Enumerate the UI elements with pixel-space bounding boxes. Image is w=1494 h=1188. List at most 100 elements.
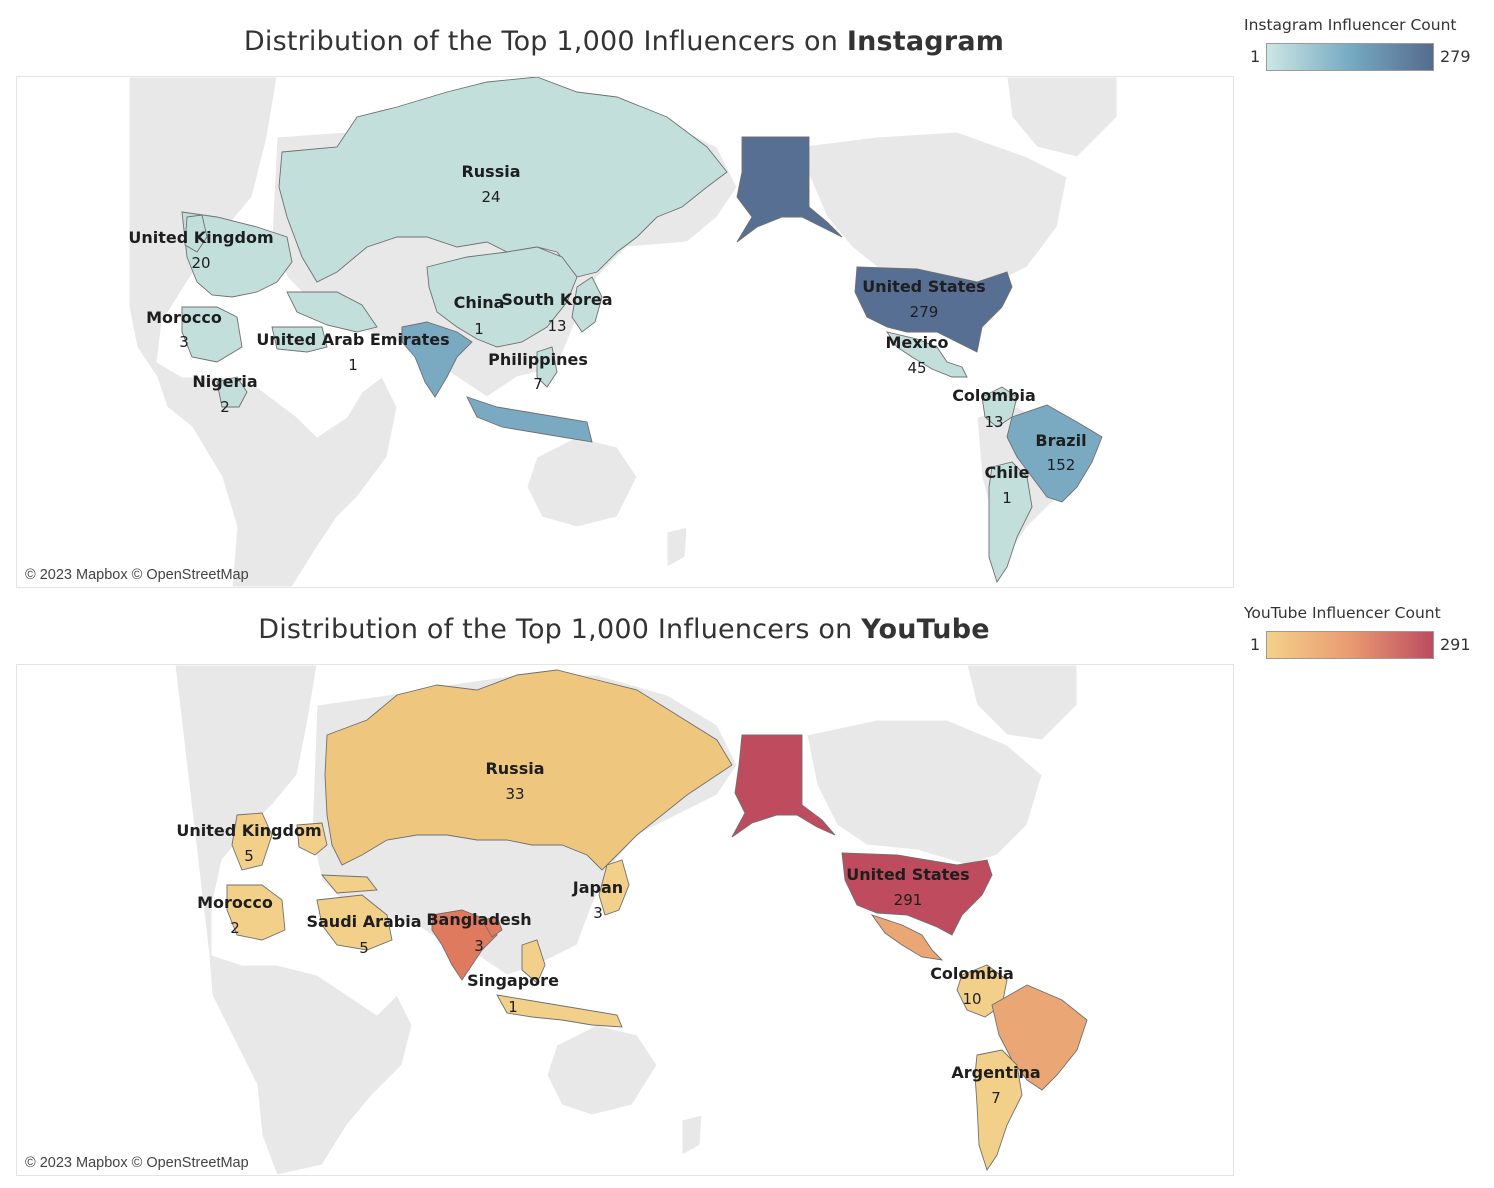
ig-land-nz: [666, 526, 688, 568]
ig-country-india: [401, 321, 473, 398]
youtube-legend-min: 1: [1250, 635, 1261, 654]
ig-label-morocco-value: 3: [179, 333, 189, 351]
yt-country-uk-spain: [231, 812, 273, 871]
ig-country-uae: [271, 326, 328, 353]
yt-country-saudi: [316, 894, 393, 951]
yt-land-australia: [546, 1024, 658, 1116]
youtube-labels: Russia 33 United Kingdom 5 Morocco 2 Sau…: [176, 759, 1040, 1107]
instagram-title-platform: Instagram: [846, 26, 1005, 57]
ig-land-australia: [526, 436, 638, 528]
youtube-title-prefix: Distribution of the Top 1,000 Influencer…: [258, 614, 862, 645]
ig-label-chile-value: 1: [1002, 489, 1012, 507]
ig-country-usa: [854, 266, 1013, 353]
youtube-map-title: Distribution of the Top 1,000 Influencer…: [16, 614, 1232, 645]
ig-country-uk: [184, 214, 208, 253]
instagram-legend-gradient: [1266, 43, 1434, 71]
ig-label-brazil-name: Brazil: [1035, 431, 1086, 450]
ig-label-chile-name: Chile: [985, 463, 1030, 482]
yt-label-singapore-name: Singapore: [467, 971, 559, 990]
yt-label-singapore-value: 1: [508, 998, 518, 1016]
ig-label-uae-value: 1: [348, 356, 358, 374]
ig-label-colombia-name: Colombia: [952, 386, 1036, 405]
ig-country-mexico: [885, 331, 968, 378]
ig-label-mexico-value: 45: [907, 359, 926, 377]
ig-label-uk-name: United Kingdom: [128, 228, 273, 247]
instagram-map-svg: Russia 24 United Kingdom 20 Morocco 3 Un…: [128, 77, 1118, 587]
yt-country-japan: [598, 859, 630, 916]
yt-label-japan-value: 3: [593, 904, 603, 922]
instagram-map[interactable]: Russia 24 United Kingdom 20 Morocco 3 Un…: [16, 76, 1234, 588]
yt-land-europe-africa: [174, 665, 413, 1175]
ig-country-philippines: [536, 346, 558, 388]
yt-country-argentina: [974, 1049, 1023, 1172]
yt-country-morocco-nafrica: [226, 884, 286, 941]
ig-country-brazil: [1006, 404, 1103, 503]
youtube-map-attribution[interactable]: © 2023 Mapbox © OpenStreetMap: [25, 1155, 249, 1171]
ig-label-philippines-value: 7: [533, 375, 543, 393]
ig-country-se-asia: [466, 396, 593, 443]
yt-country-usa: [841, 852, 993, 936]
yt-label-colombia-name: Colombia: [930, 964, 1014, 983]
instagram-map-title: Distribution of the Top 1,000 Influencer…: [16, 26, 1232, 57]
yt-land-nz: [681, 1114, 703, 1156]
ig-label-china-name: China: [454, 293, 505, 312]
ig-label-morocco-name: Morocco: [146, 308, 222, 327]
yt-label-japan-name: Japan: [572, 878, 623, 897]
youtube-legend: YouTube Influencer Count 1 291: [1244, 604, 1484, 660]
instagram-title-prefix: Distribution of the Top 1,000 Influencer…: [243, 26, 847, 57]
ig-country-middle-east: [286, 291, 378, 333]
yt-label-saudi-value: 5: [359, 939, 369, 957]
yt-country-singapore-region: [521, 939, 546, 984]
instagram-map-attribution[interactable]: © 2023 Mapbox © OpenStreetMap: [25, 567, 249, 583]
ig-label-usa-name: United States: [862, 277, 985, 296]
yt-label-morocco-name: Morocco: [197, 893, 273, 912]
yt-label-uk-name: United Kingdom: [176, 821, 321, 840]
yt-country-bangladesh: [481, 916, 503, 938]
ig-land-north-america: [796, 131, 1068, 293]
ig-country-europe: [181, 211, 293, 298]
yt-label-saudi-name: Saudi Arabia: [306, 912, 421, 931]
ig-label-south-korea-value: 13: [547, 317, 566, 335]
instagram-highlighted-countries: [181, 77, 1103, 584]
ig-country-morocco-nafrica: [181, 306, 243, 363]
youtube-legend-title: YouTube Influencer Count: [1244, 604, 1441, 622]
ig-country-alaska: [736, 136, 843, 243]
ig-country-russia: [278, 77, 728, 283]
yt-label-russia-name: Russia: [485, 759, 544, 778]
ig-label-uk-value: 20: [191, 254, 210, 272]
yt-label-morocco-value: 2: [230, 919, 240, 937]
ig-label-philippines-name: Philippines: [488, 350, 588, 369]
yt-label-usa-value: 291: [894, 891, 923, 909]
yt-land-greenland: [966, 665, 1078, 741]
ig-label-russia-value: 24: [481, 188, 500, 206]
youtube-highlighted-countries: [226, 669, 1088, 1172]
instagram-legend-min: 1: [1250, 47, 1261, 66]
youtube-map-svg: Russia 33 United Kingdom 5 Morocco 2 Sau…: [174, 665, 1088, 1175]
instagram-legend-title: Instagram Influencer Count: [1244, 16, 1457, 34]
youtube-map[interactable]: Russia 33 United Kingdom 5 Morocco 2 Sau…: [16, 664, 1234, 1176]
instagram-legend-scale: 1 279: [1244, 42, 1484, 72]
instagram-labels: Russia 24 United Kingdom 20 Morocco 3 Un…: [128, 162, 1086, 507]
yt-label-argentina-name: Argentina: [951, 1063, 1040, 1082]
yt-country-india: [431, 909, 498, 981]
ig-land-greenland: [1006, 77, 1118, 158]
yt-label-russia-value: 33: [505, 785, 524, 803]
yt-country-mexico: [870, 914, 944, 961]
yt-country-europe-east: [296, 822, 328, 856]
yt-label-bangladesh-value: 3: [474, 937, 484, 955]
yt-country-se-asia: [496, 994, 623, 1028]
ig-label-colombia-value: 13: [984, 413, 1003, 431]
yt-country-alaska: [731, 734, 836, 838]
youtube-legend-max: 291: [1440, 635, 1471, 654]
yt-land-north-america: [806, 719, 1043, 866]
ig-label-nigeria-value: 2: [220, 398, 230, 416]
ig-country-nigeria: [216, 376, 248, 408]
youtube-legend-scale: 1 291: [1244, 630, 1484, 660]
instagram-legend-max: 279: [1440, 47, 1471, 66]
instagram-legend: Instagram Influencer Count 1 279: [1244, 16, 1484, 72]
ig-country-south-korea-japan: [571, 276, 603, 333]
ig-country-china: [426, 246, 578, 348]
ig-label-uae-name: United Arab Emirates: [256, 330, 449, 349]
ig-country-chile-argentina: [988, 461, 1033, 584]
yt-label-uk-value: 5: [244, 847, 254, 865]
